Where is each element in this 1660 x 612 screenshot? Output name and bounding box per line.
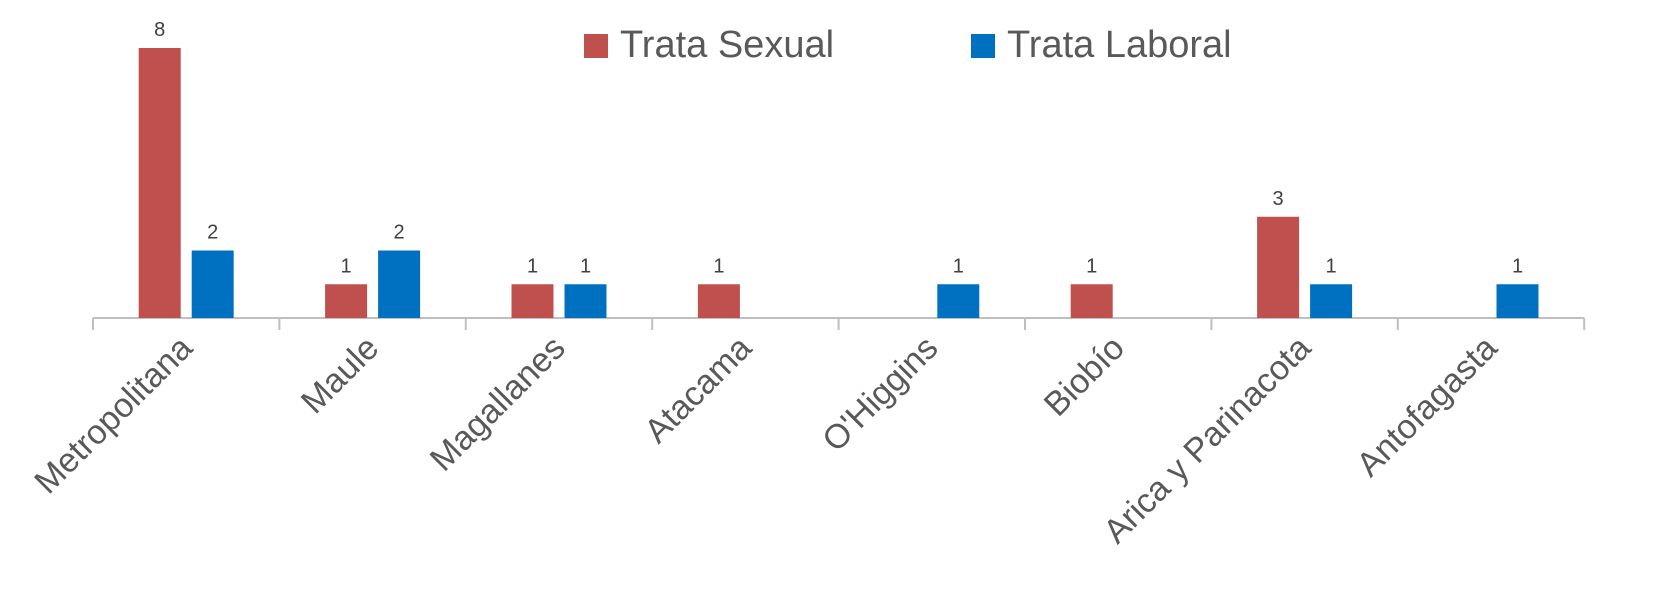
x-tick-label: Magallanes <box>423 329 573 479</box>
bar <box>937 284 980 318</box>
data-label: 1 <box>953 255 964 277</box>
bar <box>1257 216 1300 318</box>
data-label: 8 <box>154 19 165 41</box>
data-label: 3 <box>1273 188 1284 210</box>
bar <box>325 284 368 318</box>
bar <box>378 250 421 318</box>
legend-label: Trata Sexual <box>620 24 834 66</box>
bar <box>697 284 740 318</box>
data-label: 2 <box>394 222 405 244</box>
data-label: 2 <box>207 222 218 244</box>
bar <box>1496 284 1539 318</box>
x-tick-label: Antofagasta <box>1349 329 1504 484</box>
data-label: 1 <box>1326 255 1337 277</box>
x-tick-label: Biobío <box>1037 329 1132 424</box>
x-tick-label: Arica y Parinacota <box>1096 329 1318 551</box>
data-label: 1 <box>341 255 352 277</box>
data-label: 1 <box>1512 255 1523 277</box>
bar <box>564 284 607 318</box>
data-label: 1 <box>713 255 724 277</box>
data-label: 1 <box>1086 255 1097 277</box>
legend-label: Trata Laboral <box>1007 24 1232 66</box>
x-tick-label: Atacama <box>637 329 759 451</box>
legend-swatch <box>584 34 608 58</box>
x-tick-label: Metropolitana <box>27 329 200 502</box>
x-tick-label: Maule <box>294 329 386 421</box>
x-tick-label: O'Higgins <box>815 329 945 459</box>
bar <box>1070 284 1113 318</box>
bar <box>138 48 181 318</box>
data-label: 1 <box>527 255 538 277</box>
bar <box>1310 284 1353 318</box>
bar <box>191 250 234 318</box>
bar <box>511 284 554 318</box>
legend-swatch <box>971 34 995 58</box>
data-label: 1 <box>580 255 591 277</box>
